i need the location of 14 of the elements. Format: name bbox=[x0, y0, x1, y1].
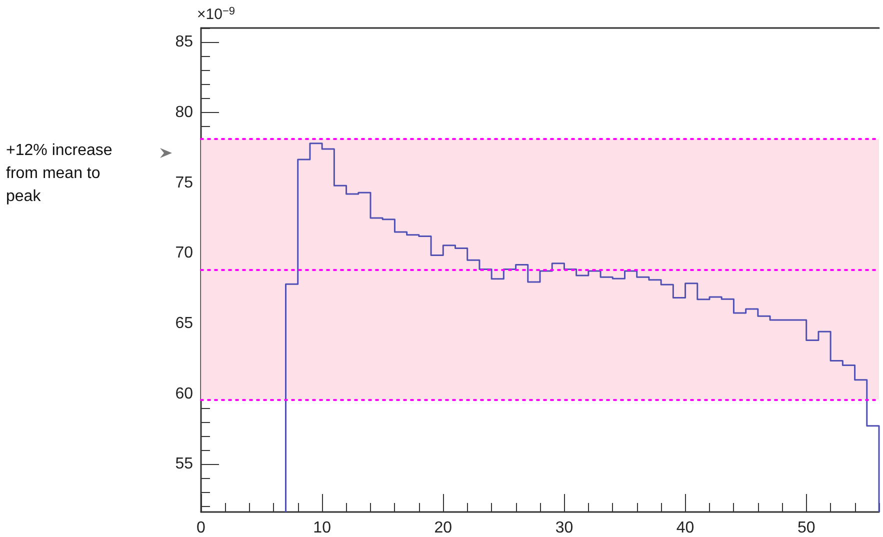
y-tick-label: 80 bbox=[175, 104, 194, 121]
x-tick-label: 50 bbox=[797, 520, 816, 536]
y-tick-label: 60 bbox=[175, 385, 194, 402]
y-tick-label: 70 bbox=[175, 244, 194, 262]
x-tick-label: 0 bbox=[196, 520, 206, 536]
x-tick-label: 20 bbox=[434, 520, 452, 536]
y-tick-label: 85 bbox=[175, 34, 194, 51]
x-tick-label: 30 bbox=[555, 520, 574, 536]
y-tick-label: 65 bbox=[175, 314, 194, 332]
text: +12% increase from mean to peak bbox=[6, 142, 117, 205]
y-tick-label: 75 bbox=[175, 174, 194, 192]
x-tick-label: 10 bbox=[313, 520, 332, 536]
x-tick-label: 40 bbox=[676, 520, 694, 536]
y-tick-label: 55 bbox=[175, 456, 194, 473]
